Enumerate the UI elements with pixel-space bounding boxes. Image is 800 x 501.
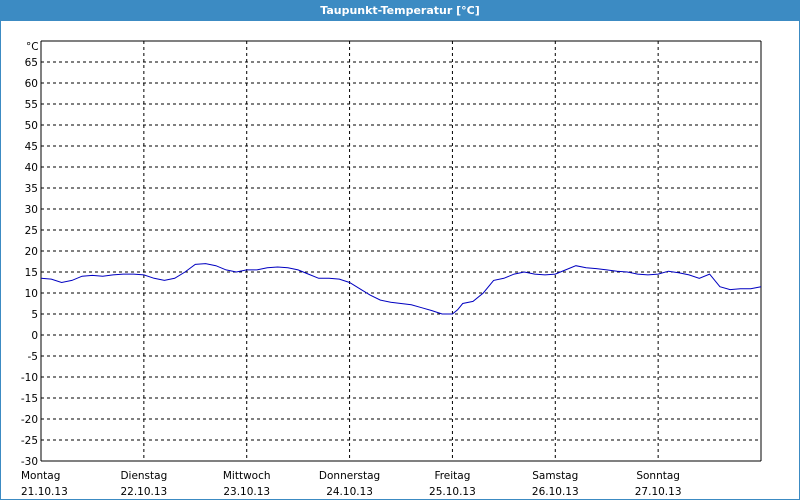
series-lines (40, 263, 762, 315)
y-tick-label: 25 (25, 225, 38, 237)
y-tick-label: 50 (25, 120, 38, 132)
x-date-label: 26.10.13 (532, 486, 579, 498)
y-axis-unit: °C (26, 41, 39, 53)
x-day-label: Freitag (434, 470, 470, 482)
y-tick-label: -25 (21, 435, 38, 447)
y-tick-label: 45 (25, 141, 38, 153)
y-tick-label: 10 (25, 288, 38, 300)
x-day-label: Montag (21, 470, 60, 482)
series-line (40, 263, 762, 315)
y-tick-label: 40 (25, 162, 38, 174)
x-day-label: Mittwoch (223, 470, 271, 482)
y-tick-label: -15 (21, 393, 38, 405)
y-tick-label: 30 (25, 204, 38, 216)
x-date-label: 25.10.13 (429, 486, 476, 498)
x-day-label: Donnerstag (319, 470, 380, 482)
y-tick-label: 5 (31, 309, 38, 321)
x-tick-labels: Montag 21.10.13 Dienstag 22.10.13 Mittwoch 23… (21, 470, 682, 498)
x-day-label: Sonntag (636, 470, 680, 482)
x-date-label: 23.10.13 (223, 486, 270, 498)
y-tick-label: 65 (25, 57, 38, 69)
y-tick-label: -30 (21, 456, 38, 468)
x-day-label: Dienstag (120, 470, 167, 482)
x-date-label: 21.10.13 (21, 486, 68, 498)
y-tick-label: 60 (25, 78, 38, 90)
window-title: Taupunkt-Temperatur [°C] (1, 1, 799, 21)
y-tick-labels: 65605550454035302520151050-5-10-15-20-25… (21, 57, 38, 468)
y-tick-label: -5 (28, 351, 38, 363)
x-date-label: 22.10.13 (120, 486, 167, 498)
y-tick-label: -10 (21, 372, 38, 384)
grid-lines (41, 41, 761, 461)
y-tick-label: 20 (25, 246, 38, 258)
x-date-label: 24.10.13 (326, 486, 373, 498)
y-tick-label: 15 (25, 267, 38, 279)
y-tick-label: 35 (25, 183, 38, 195)
y-tick-label: -20 (21, 414, 38, 426)
y-tick-label: 0 (31, 330, 38, 342)
x-day-label: Samstag (532, 470, 578, 482)
y-tick-label: 55 (25, 99, 38, 111)
x-date-label: 27.10.13 (635, 486, 682, 498)
